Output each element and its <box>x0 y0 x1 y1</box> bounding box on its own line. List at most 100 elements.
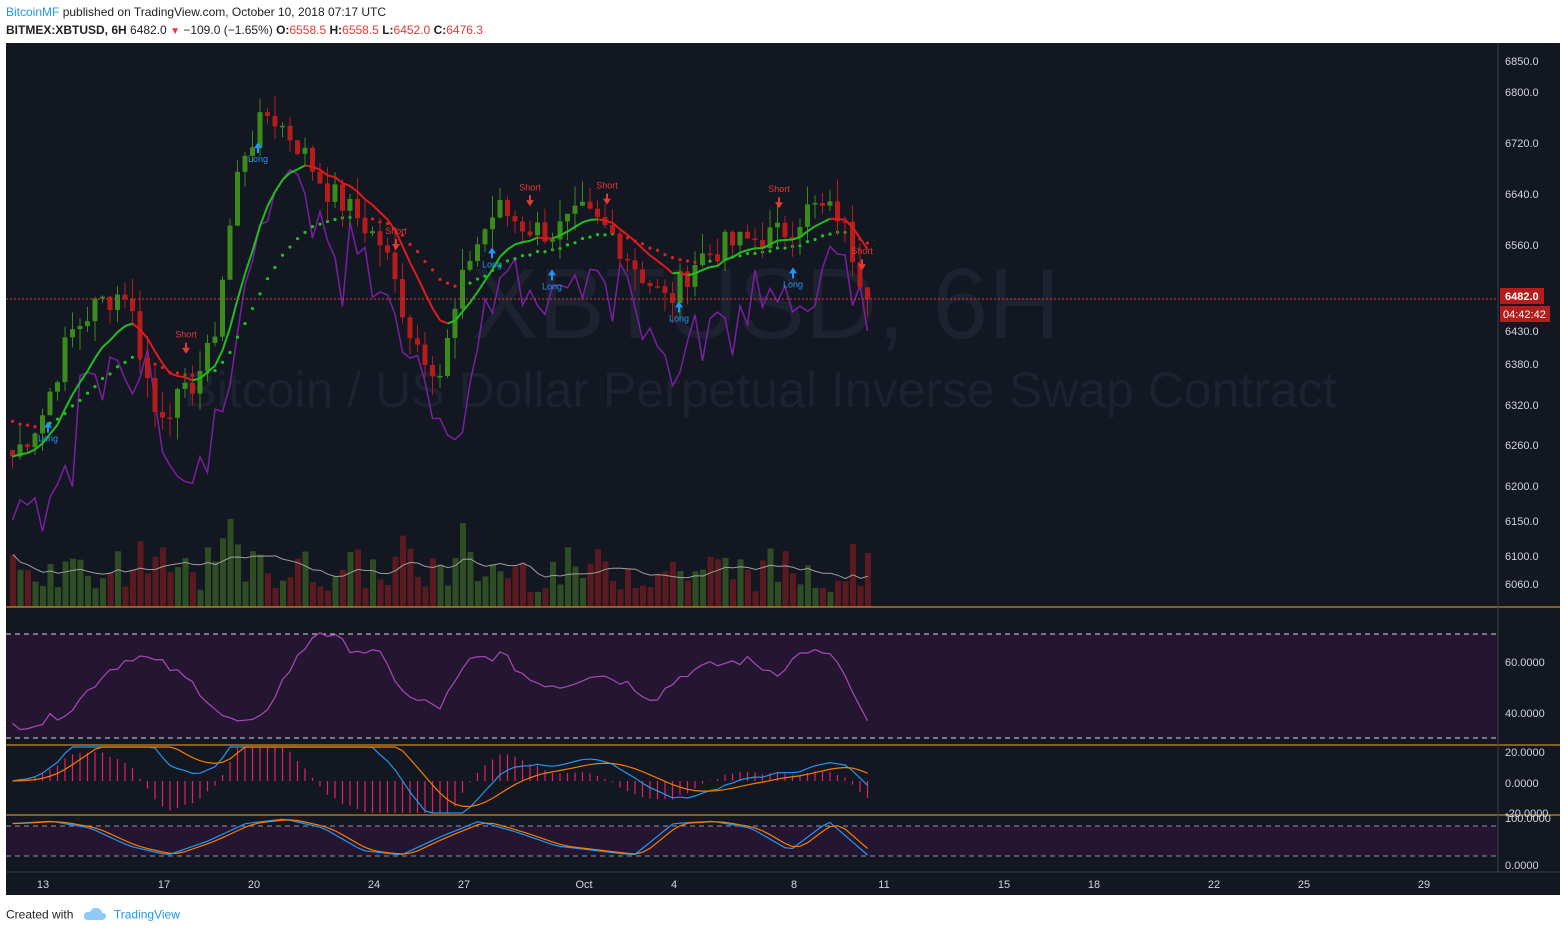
ema-segment <box>814 221 823 228</box>
volume-bar <box>160 547 166 607</box>
long-label: Long <box>542 281 562 291</box>
volume-bar <box>520 562 526 607</box>
ema-segment <box>131 322 141 331</box>
trail-dot <box>243 321 247 326</box>
ema-segment <box>799 230 809 239</box>
ema-segment <box>716 259 726 267</box>
down-triangle-icon: ▼ <box>170 26 180 37</box>
tradingview-link[interactable]: TradingView <box>113 907 180 922</box>
ema-segment <box>574 221 584 228</box>
volume-bar <box>647 586 654 607</box>
macd-axis[interactable]: 20.0000 0.0000 -20.0000 <box>1505 747 1548 820</box>
candle-body <box>482 229 488 245</box>
trail-dot <box>768 249 772 253</box>
candle-body <box>392 252 398 280</box>
trail-dot <box>813 237 817 242</box>
candlesticks <box>10 95 870 469</box>
trail-dot <box>475 277 480 281</box>
volume-bar <box>700 569 706 607</box>
volume-bar <box>257 554 264 607</box>
trail-dot <box>663 253 667 257</box>
price-axis[interactable]: 6850.0 6800.0 6720.0 6640.0 6560.0 6430.… <box>1505 56 1539 591</box>
stoch-axis[interactable]: 100.0000 0.0000 <box>1505 813 1551 872</box>
candle-body <box>92 298 98 322</box>
candle-body <box>272 115 278 127</box>
trail-dot <box>468 281 472 285</box>
trail-dot <box>303 230 307 235</box>
symbol-legend: BITMEX:XBTUSD, 6H 6482.0 ▼ −109.0 (−1.65… <box>6 23 483 37</box>
trail-dot <box>385 221 390 226</box>
candle-body <box>55 382 60 392</box>
trail-dot <box>565 243 570 247</box>
footer: Created with TradingView <box>6 907 180 924</box>
trail-dot <box>415 249 420 254</box>
volume-bar <box>565 547 571 607</box>
ema-segment <box>192 377 201 382</box>
volume-bar <box>250 551 256 607</box>
ema-segment <box>12 453 21 458</box>
volume-bar <box>767 548 774 607</box>
candle-body <box>47 391 53 416</box>
chart-svg[interactable]: XBTUSD, 6H Bitcoin / US Dollar Perpetual… <box>6 43 1560 895</box>
candle-body <box>715 254 720 262</box>
ema-segment <box>161 362 171 374</box>
stoch-tick: 0.0000 <box>1505 860 1539 872</box>
candle-body <box>490 217 495 230</box>
trail-dot <box>678 258 682 262</box>
volume-bar <box>715 559 721 607</box>
candle-body <box>190 382 195 394</box>
trail-dot <box>273 265 277 270</box>
open-value: 6558.5 <box>289 23 327 37</box>
long-label: Long <box>38 434 58 444</box>
volume-bar <box>415 576 421 607</box>
trail-dot <box>828 232 832 236</box>
symbol-name[interactable]: BITMEX:XBTUSD, 6H <box>6 23 127 37</box>
ema-segment <box>537 236 546 240</box>
chart-area[interactable]: XBTUSD, 6H Bitcoin / US Dollar Perpetual… <box>6 43 1560 895</box>
candle-body <box>535 222 540 236</box>
volume-bar <box>287 577 294 607</box>
rsi-path <box>12 631 869 731</box>
ema-segment <box>146 337 156 353</box>
volume-bar <box>797 584 804 607</box>
candle-body <box>250 147 255 156</box>
volume-bar <box>617 589 624 607</box>
candle-body <box>265 112 270 116</box>
volume-bar <box>212 561 219 607</box>
volume-bar <box>227 518 234 607</box>
time-axis[interactable]: 13 17 20 24 27 Oct 4 8 11 15 18 22 25 29 <box>37 879 1430 891</box>
ema-segment <box>79 370 89 383</box>
ema-segment <box>206 364 216 373</box>
candle-body <box>340 184 345 211</box>
ema-segment <box>769 239 778 246</box>
candle-body <box>760 240 765 249</box>
ema-segment <box>424 292 434 309</box>
time-tick: 13 <box>37 879 49 891</box>
author-link[interactable]: BitcoinMF <box>6 5 60 19</box>
candle-body <box>212 336 218 343</box>
trail-dot <box>70 404 75 408</box>
volume-bar <box>482 576 489 607</box>
time-tick: 22 <box>1208 879 1220 891</box>
trail-dot <box>175 371 180 375</box>
candle-body <box>857 262 863 288</box>
trail-dot <box>160 365 165 370</box>
volume-bar <box>47 563 54 607</box>
candle-body <box>835 201 840 222</box>
rsi-axis[interactable]: 60.0000 40.0000 <box>1505 657 1545 720</box>
volume-bar <box>40 585 46 607</box>
volume-bar <box>10 554 16 607</box>
stoch-band <box>6 826 1498 856</box>
candle-body <box>437 375 443 378</box>
ema-segment <box>379 211 389 221</box>
volume-bar <box>737 559 744 607</box>
ema-segment <box>124 322 133 328</box>
trail-dot <box>520 254 525 258</box>
volume-bar <box>62 561 69 607</box>
close-value: 6476.3 <box>446 23 483 37</box>
volume-bar <box>610 580 616 607</box>
candle-body <box>10 450 15 457</box>
candle-body <box>722 231 728 262</box>
volume-bar <box>475 581 481 607</box>
trail-dot <box>753 251 757 256</box>
